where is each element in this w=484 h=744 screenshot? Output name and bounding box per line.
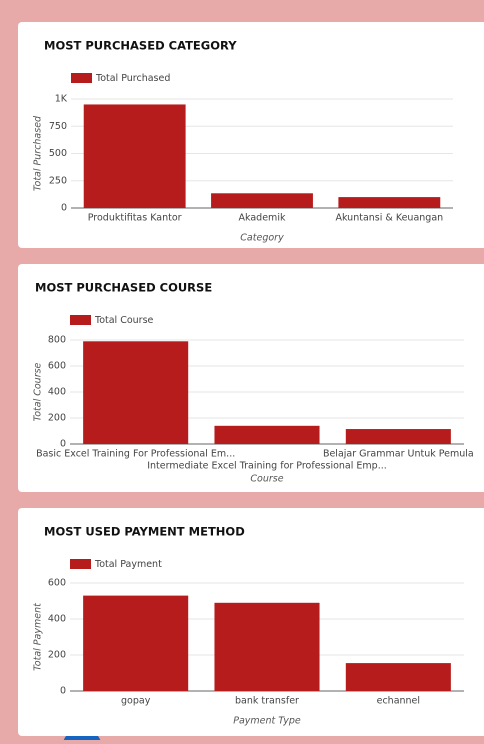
legend-swatch <box>71 73 92 83</box>
bar <box>214 425 320 444</box>
y-tick-label: 400 <box>48 387 66 398</box>
y-tick-label: 250 <box>49 175 67 186</box>
x-tick-label: Basic Excel Training For Professional Em… <box>36 449 235 460</box>
bar <box>83 104 186 208</box>
y-tick-label: 0 <box>60 439 66 450</box>
x-tick-label: echannel <box>377 696 420 707</box>
legend-label: Total Payment <box>94 559 162 570</box>
y-tick-label: 0 <box>60 686 66 697</box>
bar <box>214 602 320 691</box>
y-axis-label: Total Course <box>33 362 44 421</box>
legend-label: Total Course <box>94 315 154 326</box>
bar <box>338 197 441 208</box>
x-axis-label: Category <box>240 233 284 244</box>
y-axis-label: Total Purchased <box>33 115 44 191</box>
y-tick-label: 200 <box>48 413 66 424</box>
legend-swatch <box>70 559 91 569</box>
x-tick-label: Produktifitas Kantor <box>88 213 182 224</box>
y-tick-label: 600 <box>48 578 66 589</box>
x-tick-label: bank transfer <box>235 696 299 707</box>
bar <box>211 193 313 208</box>
x-tick-label: gopay <box>121 696 151 707</box>
y-tick-label: 200 <box>48 650 66 661</box>
x-axis-label: Course <box>250 474 283 485</box>
x-tick-label: Intermediate Excel Training for Professi… <box>147 461 387 472</box>
y-axis-label: Total Payment <box>33 602 44 671</box>
y-tick-label: 1K <box>55 94 68 105</box>
legend-label: Total Purchased <box>95 73 170 84</box>
bar <box>345 663 451 691</box>
bar <box>83 595 189 691</box>
y-tick-label: 800 <box>48 335 66 346</box>
x-tick-label: Akademik <box>239 213 286 224</box>
chart-title: MOST PURCHASED COURSE <box>35 281 212 295</box>
chart-title: MOST USED PAYMENT METHOD <box>44 525 245 539</box>
x-tick-label: Akuntansi & Keuangan <box>335 213 443 224</box>
y-tick-label: 600 <box>48 361 66 372</box>
legend-swatch <box>70 315 91 325</box>
x-axis-label: Payment Type <box>233 716 301 727</box>
chart-title: MOST PURCHASED CATEGORY <box>44 39 237 53</box>
x-tick-label: Belajar Grammar Untuk Pemula <box>323 449 474 460</box>
y-tick-label: 400 <box>48 614 66 625</box>
bar <box>83 341 189 444</box>
y-tick-label: 0 <box>61 203 67 214</box>
y-tick-label: 500 <box>49 148 67 159</box>
bar <box>345 429 451 444</box>
y-tick-label: 750 <box>49 121 67 132</box>
